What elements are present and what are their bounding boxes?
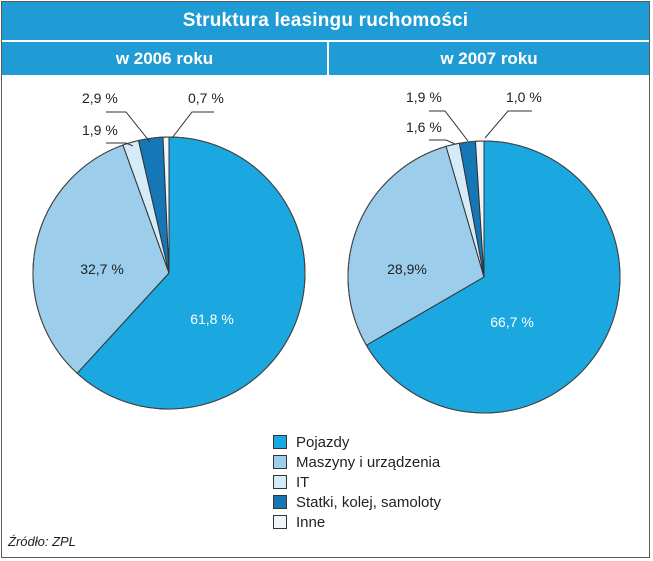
pie-outline	[347, 140, 621, 414]
legend-swatch-maszyny	[273, 455, 287, 469]
source-note: Źródło: ZPL	[8, 534, 76, 549]
pie-2006: 61,8 % 32,7 % 1,9 % 2,9 % 0,7 %	[32, 90, 306, 410]
chart-title: Struktura leasingu ruchomości	[2, 2, 649, 40]
legend-label-statki: Statki, kolej, samoloty	[296, 493, 442, 511]
pie-label-2007-inne: 1,0 %	[506, 89, 542, 105]
legend-label-it: IT	[296, 473, 310, 491]
pie-label-2007-statki: 1,9 %	[406, 89, 442, 105]
pie-label-2006-pojazdy: 61,8 %	[190, 311, 234, 327]
legend-label-pojazdy: Pojazdy	[296, 433, 350, 451]
pie-label-2006-statki: 2,9 %	[82, 90, 118, 106]
legend-swatch-it	[273, 475, 287, 489]
leader-line-2007-statki	[429, 110, 469, 142]
legend-item-inne: Inne	[273, 512, 441, 532]
leader-line-2007-it	[429, 139, 456, 145]
legend-item-statki: Statki, kolej, samoloty	[273, 492, 441, 512]
pie-2006-title: w 2006 roku	[2, 42, 327, 75]
legend-swatch-pojazdy	[273, 435, 287, 449]
legend-item-it: IT	[273, 472, 441, 492]
pie-label-2007-it: 1,6 %	[406, 119, 442, 135]
leader-line-2006-it	[106, 142, 134, 147]
legend-item-maszyny: Maszyny i urządzenia	[273, 452, 441, 472]
legend-swatch-inne	[273, 515, 287, 529]
legend-item-pojazdy: Pojazdy	[273, 432, 441, 452]
legend-label-maszyny: Maszyny i urządzenia	[296, 453, 441, 471]
legend-label-inne: Inne	[296, 513, 326, 531]
pie-label-2006-maszyny: 32,7 %	[80, 261, 124, 277]
pie-label-2007-pojazdy: 66,7 %	[490, 314, 534, 330]
pie-label-2006-inne: 0,7 %	[188, 90, 224, 106]
legend: Pojazdy Maszyny i urządzenia IT Statki, …	[273, 432, 441, 532]
pie-label-2007-maszyny: 28,9%	[387, 261, 427, 277]
pie-outline	[32, 136, 306, 410]
pie-label-2006-it: 1,9 %	[82, 122, 118, 138]
legend-swatch-statki	[273, 495, 287, 509]
leader-line-2007-inne	[484, 110, 532, 139]
leader-line-2006-statki	[106, 111, 151, 143]
leader-line-2006-inne	[171, 111, 214, 139]
pie-2007-title: w 2007 roku	[329, 42, 649, 75]
pie-2007: 66,7 % 28,9% 1,6 % 1,9 % 1,0 %	[347, 89, 621, 414]
